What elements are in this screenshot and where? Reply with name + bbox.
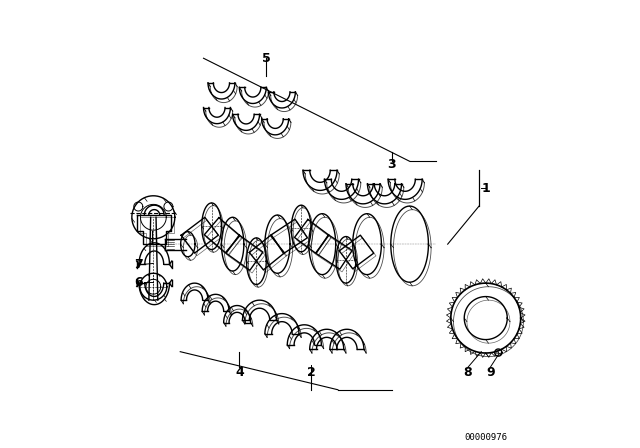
Text: 3: 3: [387, 158, 396, 172]
Text: 6: 6: [134, 276, 143, 289]
Text: 1: 1: [481, 181, 490, 195]
Text: 7: 7: [134, 258, 143, 271]
Text: 5: 5: [262, 52, 271, 65]
Text: 00000976: 00000976: [464, 433, 508, 442]
Text: 4: 4: [235, 366, 244, 379]
Text: 9: 9: [486, 366, 495, 379]
Text: 2: 2: [307, 366, 316, 379]
Text: 8: 8: [463, 366, 472, 379]
